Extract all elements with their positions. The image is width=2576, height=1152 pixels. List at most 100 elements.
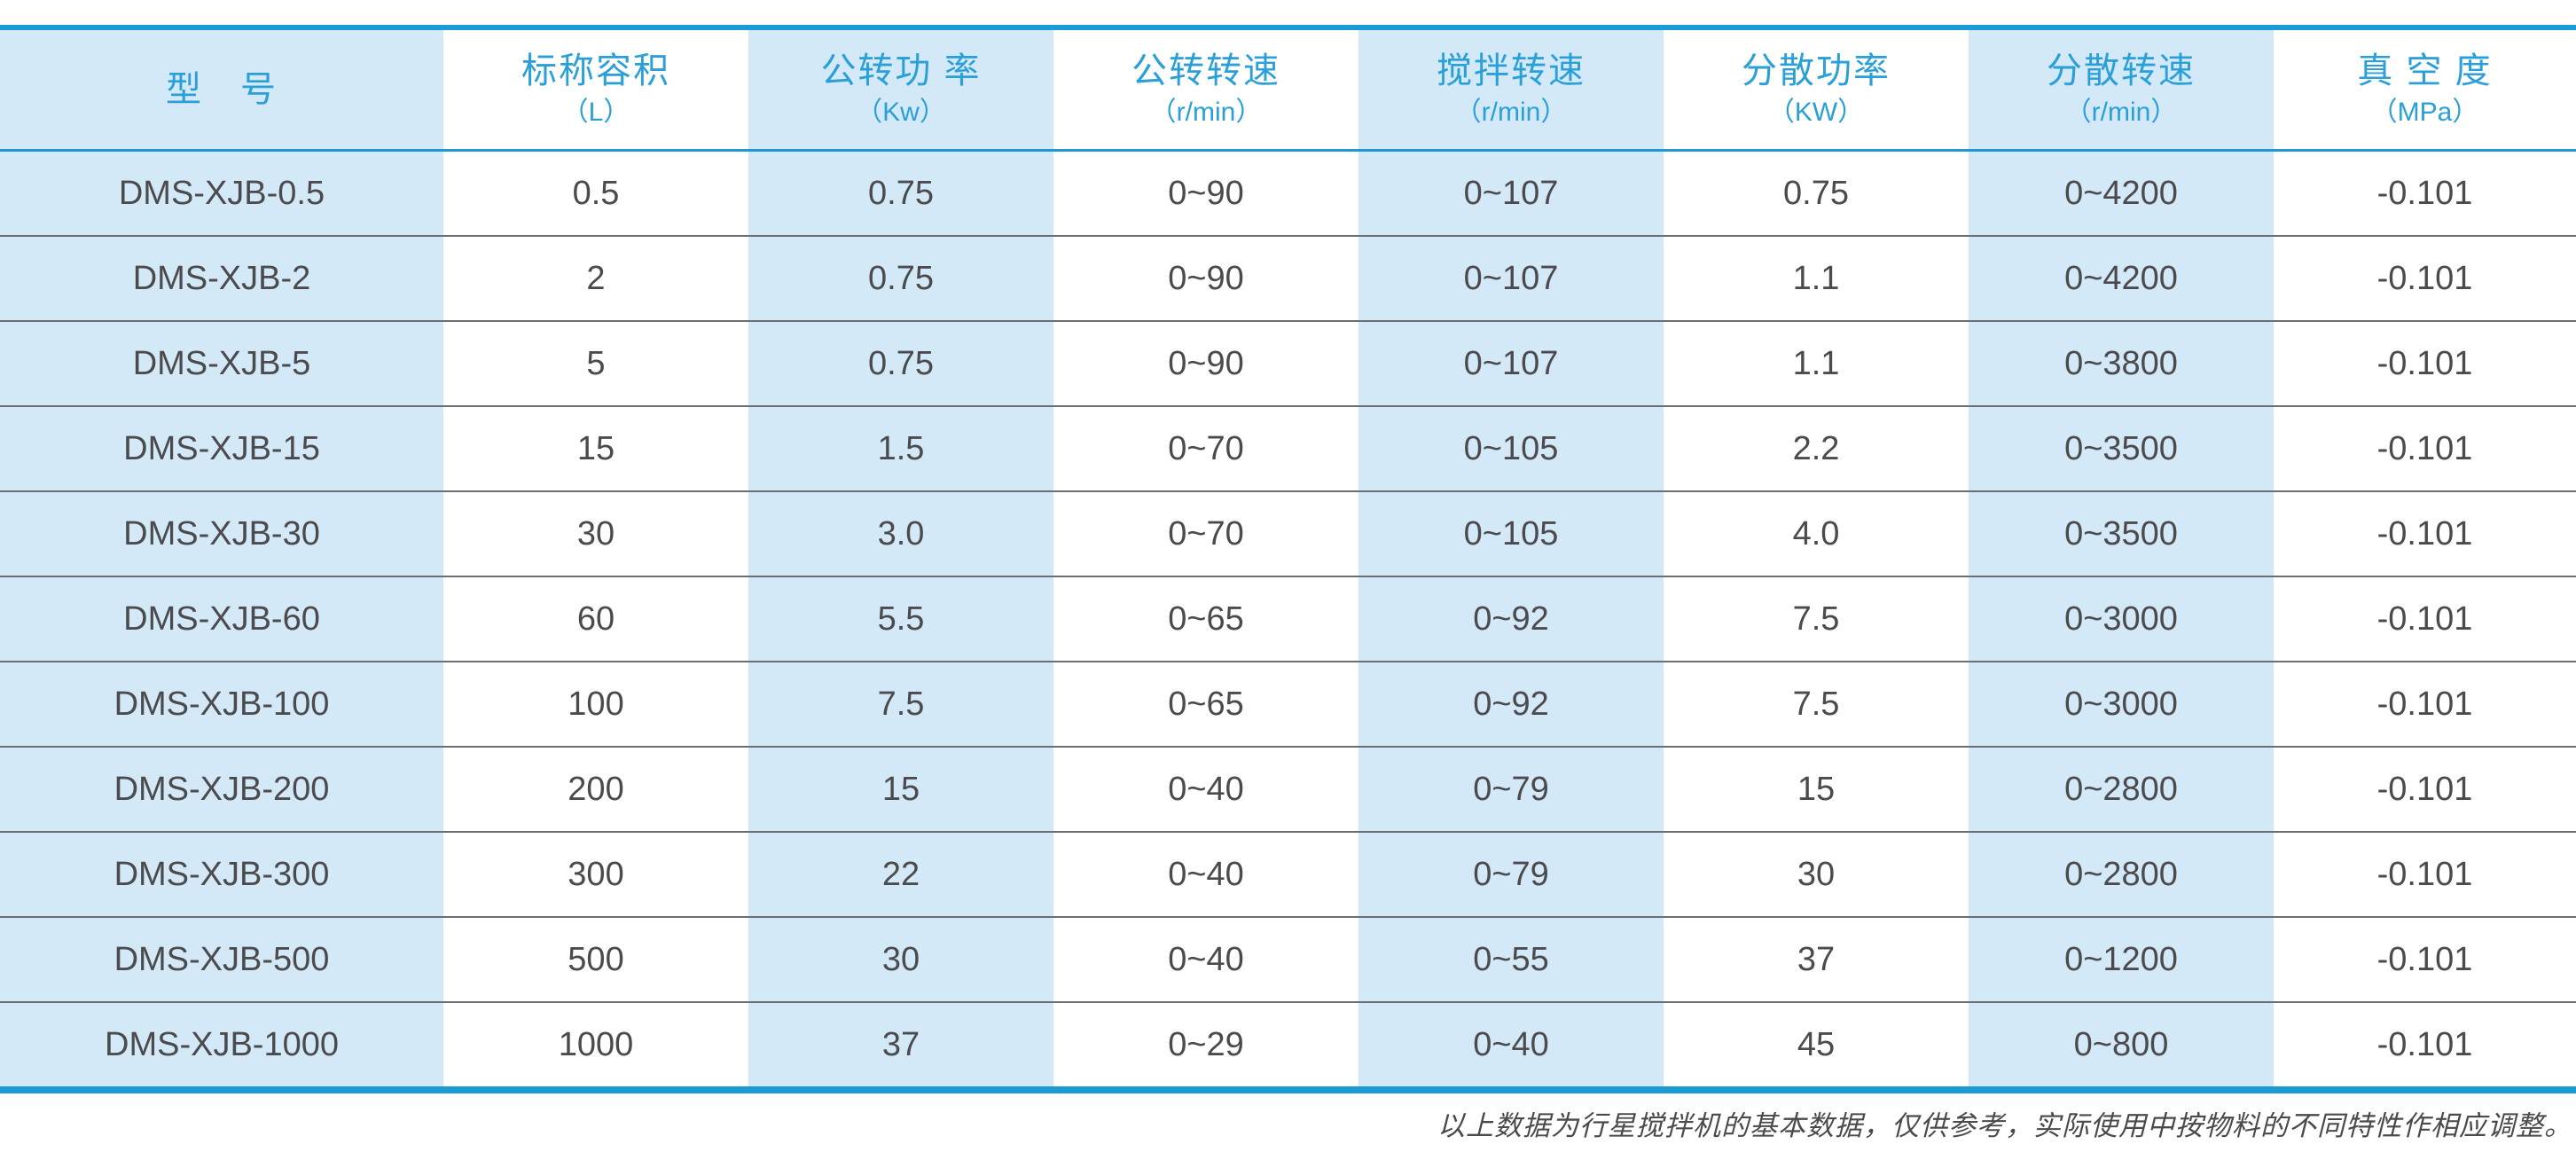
value-cell: 0~107 bbox=[1358, 236, 1664, 322]
value-cell: 5 bbox=[443, 321, 748, 407]
column-header: 真 空 度 （MPa） bbox=[2274, 27, 2576, 152]
value-cell: 0~79 bbox=[1358, 747, 1664, 833]
value-cell: 0~3000 bbox=[1969, 662, 2274, 748]
model-cell: DMS-XJB-100 bbox=[0, 662, 443, 748]
value-cell: -0.101 bbox=[2274, 150, 2576, 237]
value-cell: 100 bbox=[443, 662, 748, 748]
value-cell: 0~2800 bbox=[1969, 747, 2274, 833]
value-cell: 0~107 bbox=[1358, 150, 1664, 237]
value-cell: 37 bbox=[1664, 917, 1969, 1003]
value-cell: -0.101 bbox=[2274, 406, 2576, 492]
value-cell: 0~105 bbox=[1358, 491, 1664, 577]
column-title: 型 号 bbox=[166, 70, 278, 109]
column-unit: （r/min） bbox=[1149, 98, 1263, 127]
value-cell: 1000 bbox=[443, 1002, 748, 1090]
value-cell: 0~70 bbox=[1053, 491, 1358, 577]
value-cell: 0~105 bbox=[1358, 406, 1664, 492]
column-unit: （r/min） bbox=[2064, 98, 2178, 127]
spec-table-wrap: 型 号 标称容积 （L） 公转功 率 （Kw） 公转转速 （r/min） 搅拌转速 （r/min… bbox=[0, 25, 2576, 1093]
value-cell: 0~4200 bbox=[1969, 150, 2274, 237]
value-cell: 0~40 bbox=[1053, 747, 1358, 833]
value-cell: 15 bbox=[1664, 747, 1969, 833]
value-cell: 15 bbox=[443, 406, 748, 492]
column-header: 分散功率 （KW） bbox=[1664, 27, 1969, 152]
value-cell: 45 bbox=[1664, 1002, 1969, 1090]
table-row: DMS-XJB-30 30 3.0 0~70 0~105 4.0 0~3500 -0.101 bbox=[0, 491, 2576, 577]
table-row: DMS-XJB-15 15 1.5 0~70 0~105 2.2 0~3500 -0.101 bbox=[0, 406, 2576, 492]
value-cell: 1.1 bbox=[1664, 236, 1969, 322]
value-cell: 0~40 bbox=[1053, 917, 1358, 1003]
column-unit: （r/min） bbox=[1454, 98, 1568, 127]
column-title: 公转转速 bbox=[1131, 51, 1280, 90]
value-cell: 0~79 bbox=[1358, 832, 1664, 918]
value-cell: 7.5 bbox=[1664, 662, 1969, 748]
spec-table-body: DMS-XJB-0.5 0.5 0.75 0~90 0~107 0.75 0~4200 -0.… bbox=[0, 150, 2576, 1090]
table-row: DMS-XJB-100 100 7.5 0~65 0~92 7.5 0~3000 -0.101 bbox=[0, 662, 2576, 748]
model-cell: DMS-XJB-300 bbox=[0, 832, 443, 918]
spec-table-head: 型 号 标称容积 （L） 公转功 率 （Kw） 公转转速 （r/min） 搅拌转速 （r/min… bbox=[0, 27, 2576, 152]
value-cell: 0~90 bbox=[1053, 150, 1358, 237]
column-header: 搅拌转速 （r/min） bbox=[1358, 27, 1664, 152]
value-cell: 30 bbox=[1664, 832, 1969, 918]
model-cell: DMS-XJB-0.5 bbox=[0, 150, 443, 237]
column-header: 型 号 bbox=[0, 27, 443, 152]
value-cell: 0~3500 bbox=[1969, 406, 2274, 492]
value-cell: -0.101 bbox=[2274, 832, 2576, 918]
value-cell: 0~55 bbox=[1358, 917, 1664, 1003]
footer-note: 以上数据为行星搅拌机的基本数据，仅供参考，实际使用中按物料的不同特性作相应调整。 bbox=[1437, 1110, 2572, 1142]
spec-table: 型 号 标称容积 （L） 公转功 率 （Kw） 公转转速 （r/min） 搅拌转速 （r/min… bbox=[0, 25, 2576, 1093]
value-cell: 1.5 bbox=[748, 406, 1053, 492]
table-row: DMS-XJB-0.5 0.5 0.75 0~90 0~107 0.75 0~4200 -0.… bbox=[0, 150, 2576, 237]
value-cell: 7.5 bbox=[748, 662, 1053, 748]
value-cell: 200 bbox=[443, 747, 748, 833]
model-cell: DMS-XJB-30 bbox=[0, 491, 443, 577]
table-row: DMS-XJB-300 300 22 0~40 0~79 30 0~2800 -0.101 bbox=[0, 832, 2576, 918]
table-row: DMS-XJB-1000 1000 37 0~29 0~40 45 0~800 -0.101 bbox=[0, 1002, 2576, 1090]
column-title: 分散转速 bbox=[2047, 51, 2196, 90]
value-cell: 0.75 bbox=[1664, 150, 1969, 237]
value-cell: 4.0 bbox=[1664, 491, 1969, 577]
value-cell: -0.101 bbox=[2274, 1002, 2576, 1090]
column-header: 标称容积 （L） bbox=[443, 27, 748, 152]
model-cell: DMS-XJB-2 bbox=[0, 236, 443, 322]
value-cell: -0.101 bbox=[2274, 491, 2576, 577]
column-title: 分散功率 bbox=[1742, 51, 1891, 90]
model-cell: DMS-XJB-500 bbox=[0, 917, 443, 1003]
value-cell: -0.101 bbox=[2274, 236, 2576, 322]
value-cell: 30 bbox=[443, 491, 748, 577]
column-header: 公转转速 （r/min） bbox=[1053, 27, 1358, 152]
value-cell: -0.101 bbox=[2274, 917, 2576, 1003]
table-row: DMS-XJB-500 500 30 0~40 0~55 37 0~1200 -0.101 bbox=[0, 917, 2576, 1003]
value-cell: 0.75 bbox=[748, 321, 1053, 407]
value-cell: -0.101 bbox=[2274, 747, 2576, 833]
value-cell: 0~3800 bbox=[1969, 321, 2274, 407]
table-row: DMS-XJB-60 60 5.5 0~65 0~92 7.5 0~3000 -0.101 bbox=[0, 576, 2576, 662]
column-unit: （MPa） bbox=[2370, 98, 2479, 127]
model-cell: DMS-XJB-15 bbox=[0, 406, 443, 492]
value-cell: 2.2 bbox=[1664, 406, 1969, 492]
value-cell: 5.5 bbox=[748, 576, 1053, 662]
value-cell: 0~3000 bbox=[1969, 576, 2274, 662]
value-cell: 2 bbox=[443, 236, 748, 322]
value-cell: -0.101 bbox=[2274, 321, 2576, 407]
value-cell: 1.1 bbox=[1664, 321, 1969, 407]
value-cell: 7.5 bbox=[1664, 576, 1969, 662]
value-cell: 0~65 bbox=[1053, 662, 1358, 748]
model-cell: DMS-XJB-200 bbox=[0, 747, 443, 833]
value-cell: 15 bbox=[748, 747, 1053, 833]
value-cell: 0~107 bbox=[1358, 321, 1664, 407]
column-unit: （KW） bbox=[1767, 98, 1865, 127]
value-cell: 0~90 bbox=[1053, 236, 1358, 322]
value-cell: 0.75 bbox=[748, 236, 1053, 322]
value-cell: 0~800 bbox=[1969, 1002, 2274, 1090]
value-cell: 0.5 bbox=[443, 150, 748, 237]
value-cell: 37 bbox=[748, 1002, 1053, 1090]
header-row: 型 号 标称容积 （L） 公转功 率 （Kw） 公转转速 （r/min） 搅拌转速 （r/min… bbox=[0, 27, 2576, 152]
value-cell: 0~92 bbox=[1358, 576, 1664, 662]
model-cell: DMS-XJB-5 bbox=[0, 321, 443, 407]
value-cell: 0~40 bbox=[1358, 1002, 1664, 1090]
value-cell: 3.0 bbox=[748, 491, 1053, 577]
value-cell: 0~40 bbox=[1053, 832, 1358, 918]
value-cell: 0~65 bbox=[1053, 576, 1358, 662]
